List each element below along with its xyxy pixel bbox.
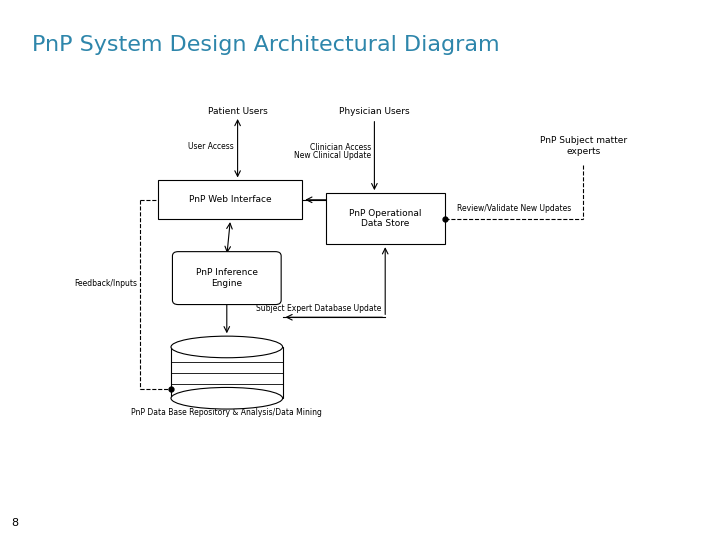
Ellipse shape bbox=[171, 336, 283, 358]
Text: PnP Web Interface: PnP Web Interface bbox=[189, 195, 271, 204]
Text: PnP Operational
Data Store: PnP Operational Data Store bbox=[349, 209, 421, 228]
Text: Review/Validate New Updates: Review/Validate New Updates bbox=[456, 204, 571, 213]
Text: User Access: User Access bbox=[188, 143, 234, 151]
Text: PnP Data Base Repository & Analysis/Data Mining: PnP Data Base Repository & Analysis/Data… bbox=[131, 408, 323, 417]
Bar bbox=[158, 180, 302, 219]
Text: 8: 8 bbox=[11, 518, 18, 528]
Bar bbox=[325, 193, 445, 244]
Text: PnP System Design Architectural Diagram: PnP System Design Architectural Diagram bbox=[32, 35, 500, 55]
FancyBboxPatch shape bbox=[173, 252, 282, 305]
Text: New Clinical Update: New Clinical Update bbox=[294, 151, 371, 160]
Text: PnP Subject matter
experts: PnP Subject matter experts bbox=[539, 136, 627, 156]
Text: Clinician Access: Clinician Access bbox=[310, 143, 371, 152]
Text: Physician Users: Physician Users bbox=[339, 107, 410, 116]
Ellipse shape bbox=[171, 388, 283, 409]
Text: Feedback/Inputs: Feedback/Inputs bbox=[74, 279, 137, 288]
Text: PnP Inference
Engine: PnP Inference Engine bbox=[196, 268, 258, 288]
Text: Subject Expert Database Update: Subject Expert Database Update bbox=[256, 304, 382, 313]
Bar bbox=[171, 347, 282, 399]
Text: Patient Users: Patient Users bbox=[208, 107, 267, 116]
